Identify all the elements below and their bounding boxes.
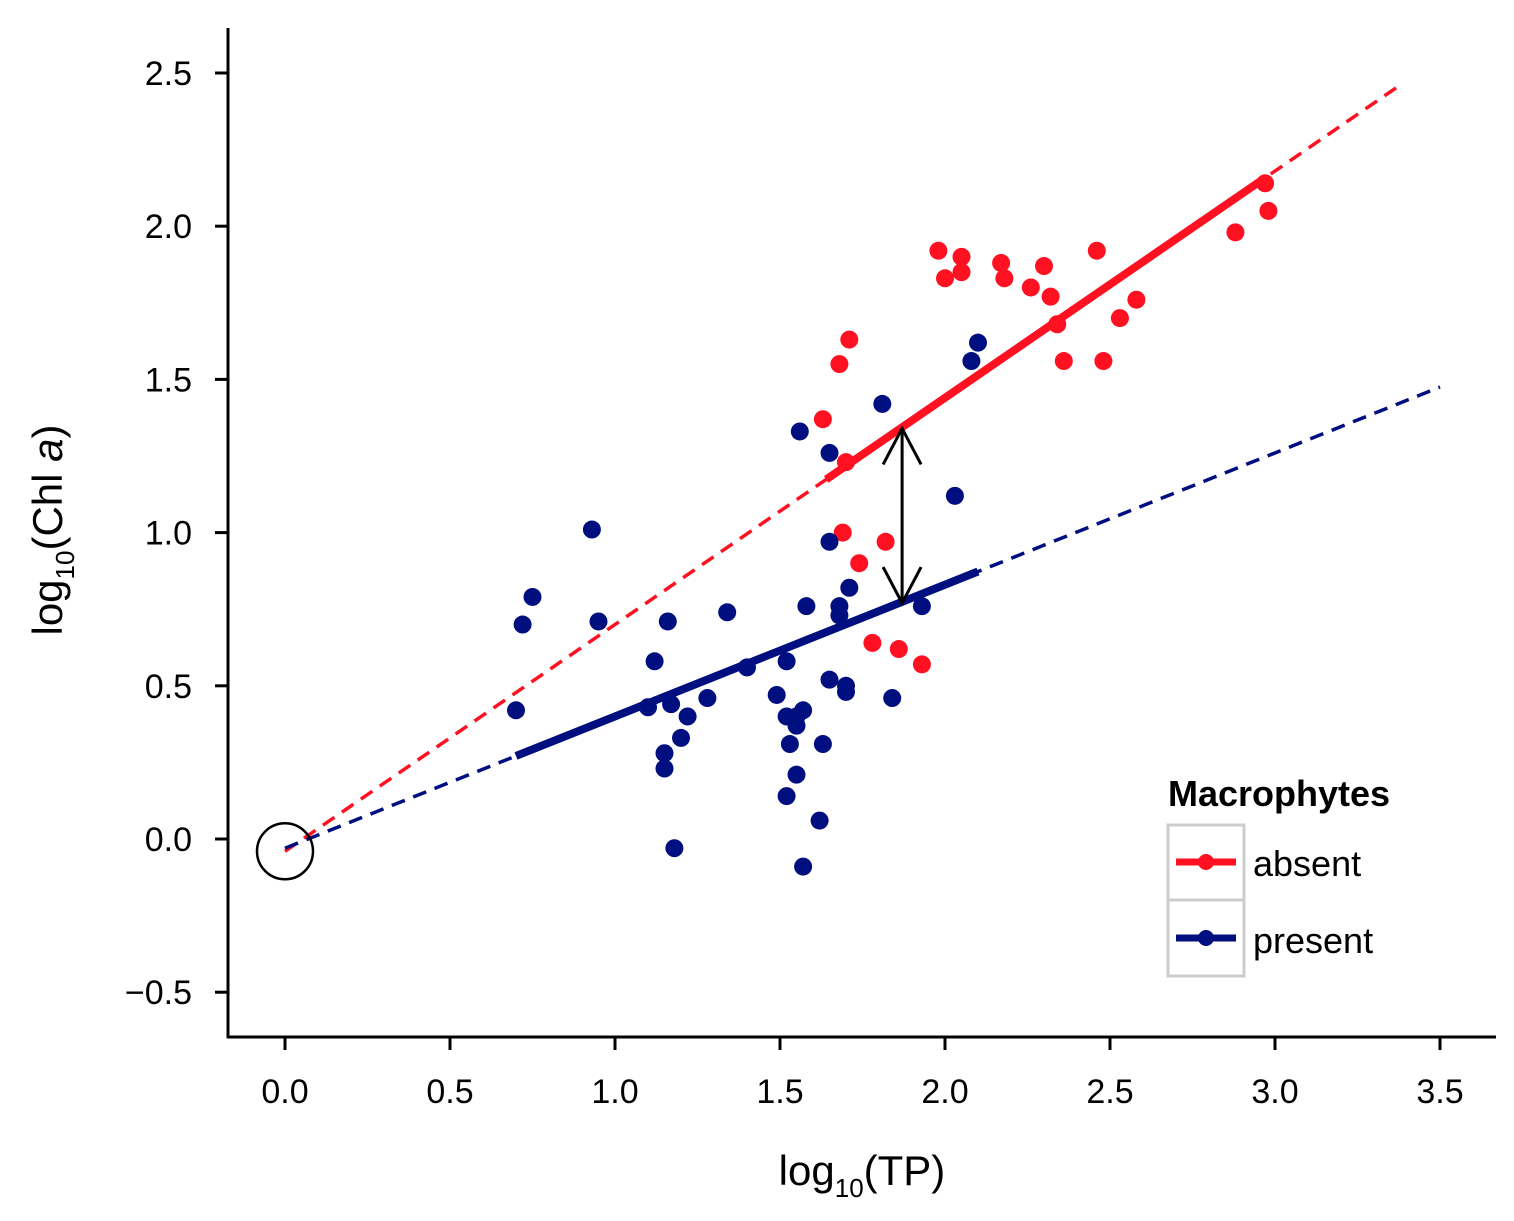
legend-label-absent: absent <box>1253 843 1361 884</box>
legend-key-absent-dot <box>1198 854 1214 870</box>
data-point-absent <box>1087 241 1106 260</box>
data-point-present <box>962 352 981 371</box>
data-point-present <box>912 597 931 616</box>
data-point-absent <box>840 330 859 349</box>
data-point-present <box>794 857 813 876</box>
fit-line-absent <box>823 176 1265 483</box>
data-point-present <box>820 670 839 689</box>
data-point-present <box>655 744 674 763</box>
data-point-absent <box>995 269 1014 288</box>
data-point-absent <box>1127 290 1146 309</box>
data-point-absent <box>912 655 931 674</box>
y-tick-label: 0.5 <box>145 668 192 706</box>
data-point-present <box>589 612 608 631</box>
y-axis-label: log10(Chl a) <box>24 424 80 635</box>
data-point-present <box>655 759 674 778</box>
data-point-absent <box>1048 315 1067 334</box>
data-point-present <box>883 689 902 708</box>
data-point-absent <box>1110 309 1129 328</box>
data-point-present <box>945 486 964 505</box>
data-point-present <box>820 443 839 462</box>
legend-title: Macrophytes <box>1168 773 1390 814</box>
data-point-absent <box>889 640 908 659</box>
x-tick-label: 0.5 <box>426 1073 473 1111</box>
x-tick-label: 1.5 <box>756 1073 803 1111</box>
origin-circle-annotation <box>255 822 315 881</box>
y-tick-label: 0.0 <box>145 821 192 859</box>
x-tick-label: 1.0 <box>591 1073 638 1111</box>
data-point-absent <box>850 554 869 573</box>
data-point-present <box>582 520 601 539</box>
y-tick-label: −0.5 <box>125 974 192 1012</box>
data-point-present <box>513 615 532 634</box>
data-point-absent <box>863 633 882 652</box>
data-point-present <box>658 612 677 631</box>
x-tick-label: 0.0 <box>261 1073 308 1111</box>
legend: Macrophytes absent present <box>1166 773 1390 978</box>
data-point-present <box>790 422 809 441</box>
data-point-absent <box>952 247 971 266</box>
data-point-present <box>794 701 813 720</box>
data-point-present <box>820 532 839 551</box>
data-point-present <box>813 735 832 754</box>
data-point-present <box>665 839 684 858</box>
data-point-present <box>810 811 829 830</box>
data-point-present <box>672 728 690 747</box>
data-point-present <box>830 597 849 616</box>
data-point-absent <box>813 410 832 429</box>
data-point-present <box>787 765 806 784</box>
x-tick-label: 3.0 <box>1251 1073 1298 1111</box>
data-point-present <box>777 787 796 806</box>
x-tick-label: 3.5 <box>1416 1073 1463 1111</box>
data-point-present <box>777 652 796 671</box>
data-point-absent <box>1054 352 1073 371</box>
data-point-present <box>678 707 697 726</box>
data-point-absent <box>936 269 954 288</box>
data-point-present <box>639 698 657 717</box>
data-point-absent <box>952 263 971 282</box>
data-point-present <box>787 716 806 735</box>
data-point-absent <box>876 532 895 551</box>
data-point-present <box>698 689 717 708</box>
data-point-present <box>797 597 816 616</box>
legend-label-present: present <box>1253 920 1373 961</box>
data-point-absent <box>1256 174 1275 193</box>
y-tick-label: 2.5 <box>145 55 192 93</box>
data-point-absent <box>1094 352 1113 371</box>
data-point-absent <box>1035 257 1053 276</box>
data-point-absent <box>1226 223 1245 242</box>
data-point-present <box>718 603 737 622</box>
legend-key-present-dot <box>1198 930 1214 946</box>
axis-ticks: 0.0 0.5 1.0 1.5 2.0 2.5 3.0 3.5 −0.5 0.0 0.5 1.0 1.5… <box>125 55 1464 1111</box>
y-tick-label: 2.0 <box>145 208 192 246</box>
x-tick-label: 2.0 <box>921 1073 968 1111</box>
data-point-present <box>523 587 542 606</box>
data-point-absent <box>929 241 948 260</box>
data-point-present <box>873 394 892 413</box>
data-point-present <box>767 685 786 704</box>
data-point-present <box>662 695 681 714</box>
plot-marks <box>255 85 1441 881</box>
x-tick-label: 2.5 <box>1086 1073 1133 1111</box>
data-point-present <box>738 658 756 677</box>
data-point-absent <box>1041 287 1060 306</box>
data-point-present <box>507 701 525 720</box>
x-axis-label: log10(TP) <box>779 1147 946 1203</box>
data-point-absent <box>837 453 855 472</box>
arrow-head-down <box>881 566 923 607</box>
data-point-absent <box>1259 201 1278 220</box>
arrow-head-up <box>881 425 923 466</box>
data-point-present <box>969 333 987 352</box>
data-point-present <box>780 735 799 754</box>
data-point-present <box>837 682 855 701</box>
y-tick-label: 1.5 <box>145 361 192 399</box>
data-point-absent <box>1021 278 1040 297</box>
y-tick-label: 1.0 <box>145 515 192 553</box>
data-point-absent <box>833 523 852 542</box>
data-point-absent <box>830 355 849 374</box>
data-point-absent <box>992 253 1011 272</box>
data-point-present <box>645 652 664 671</box>
data-point-present <box>840 578 859 597</box>
